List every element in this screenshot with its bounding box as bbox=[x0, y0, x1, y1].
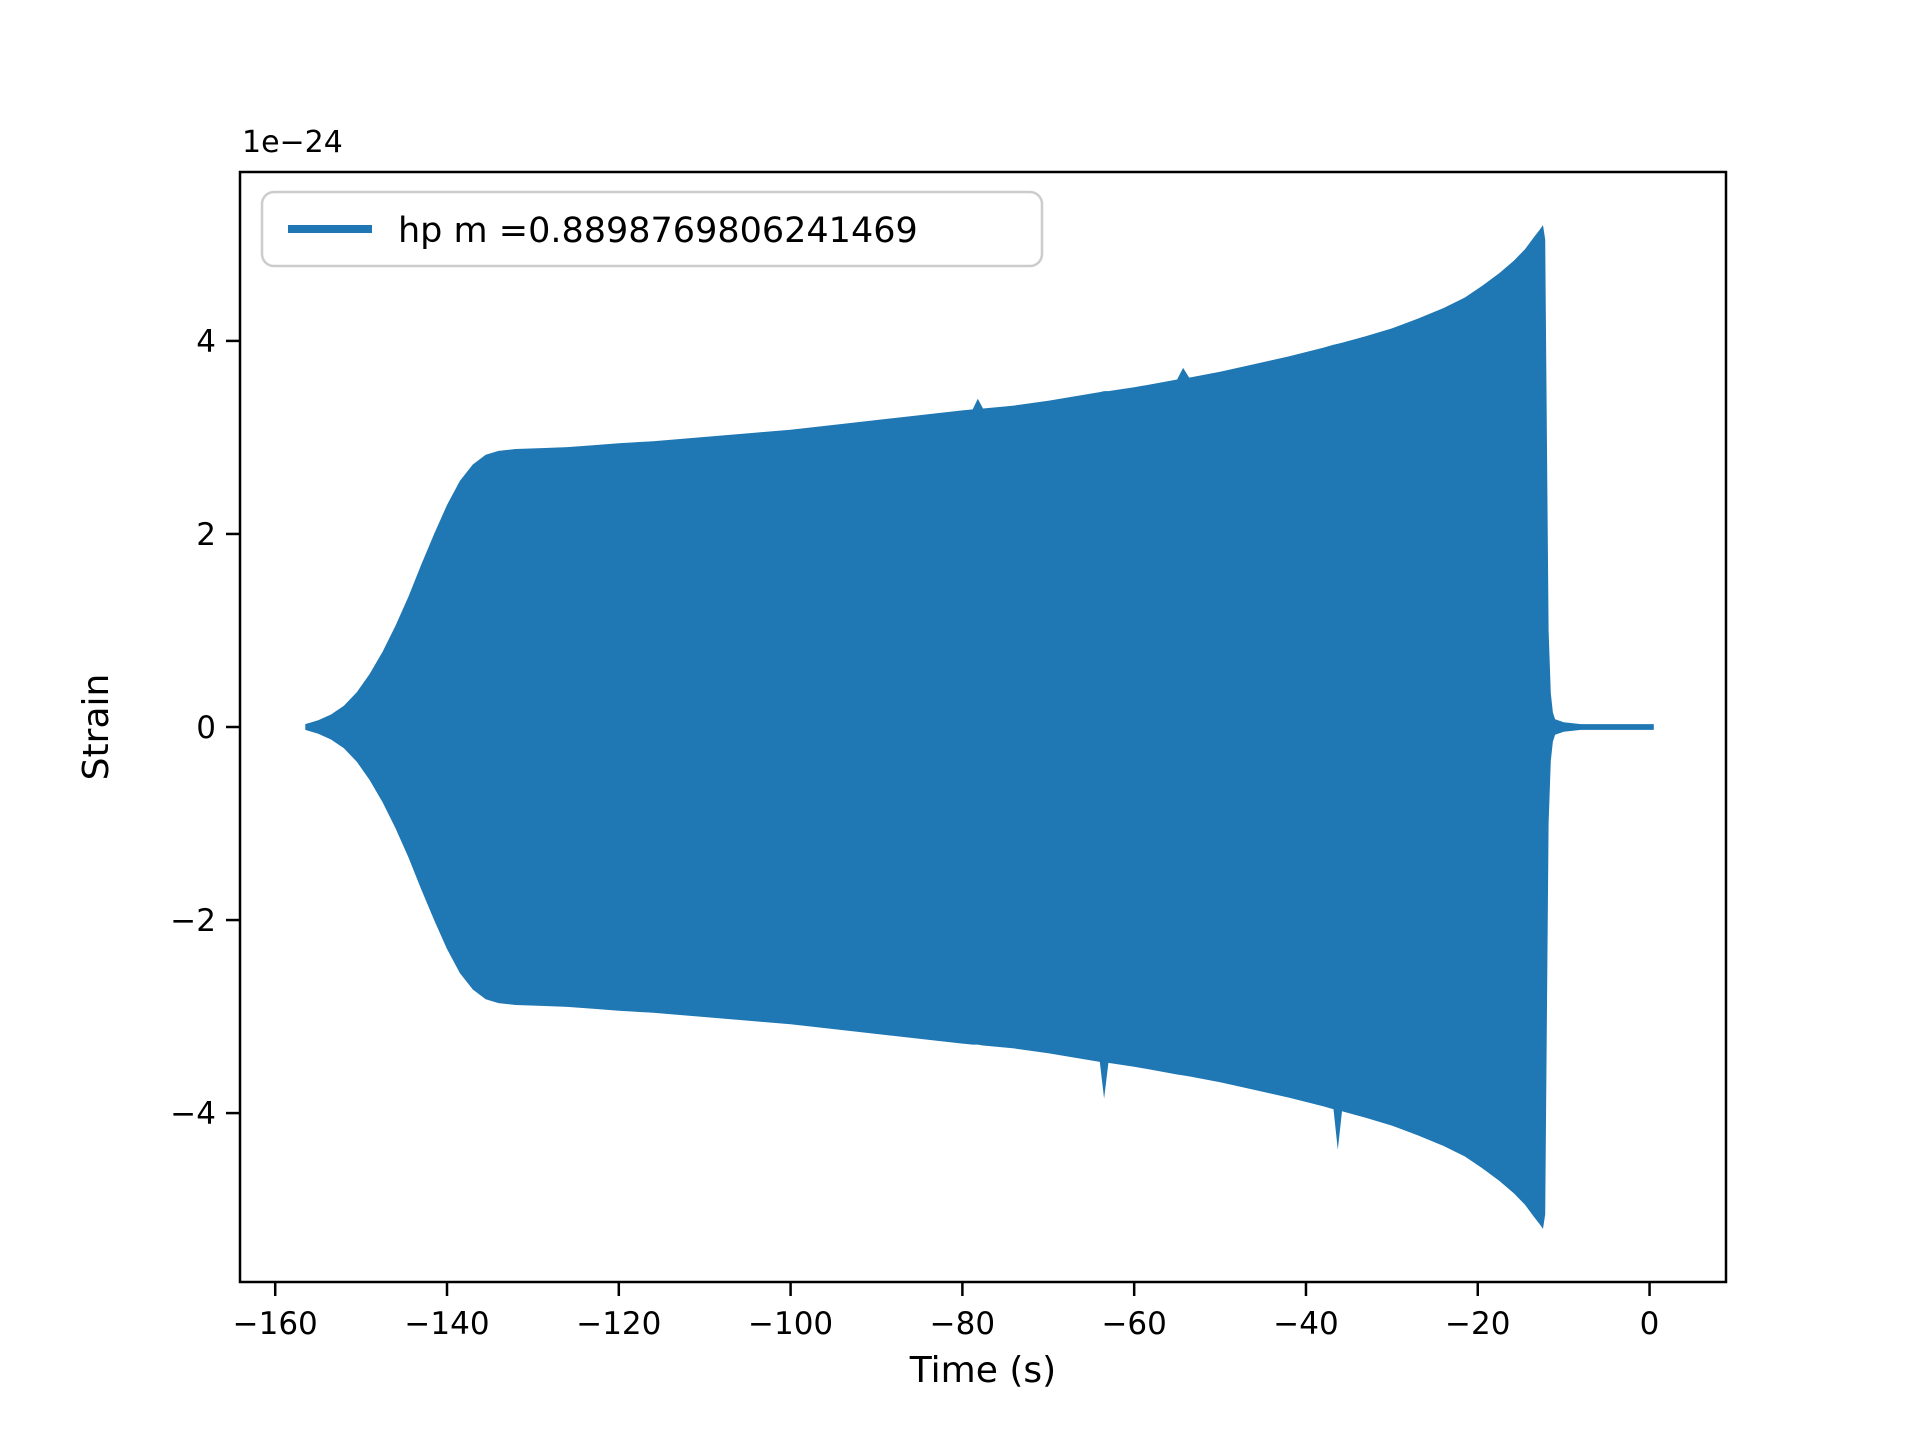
waveform-series bbox=[305, 225, 1654, 1229]
y-tick-label: 0 bbox=[196, 710, 216, 746]
x-tick-label: −40 bbox=[1273, 1306, 1338, 1342]
y-tick-label: −4 bbox=[170, 1096, 216, 1132]
y-tick-label: −2 bbox=[170, 903, 216, 939]
y-axis-ticks: −4 −2 0 2 4 bbox=[170, 324, 240, 1132]
x-tick-label: −120 bbox=[576, 1306, 661, 1342]
legend-box bbox=[260, 190, 1044, 268]
x-tick-label: −20 bbox=[1445, 1306, 1510, 1342]
y-tick-label: 2 bbox=[196, 517, 216, 553]
x-axis-label: Time (s) bbox=[909, 1350, 1056, 1391]
x-tick-label: −160 bbox=[233, 1306, 318, 1342]
legend: hp m =0.8898769806241469 bbox=[260, 190, 1044, 268]
x-tick-label: 0 bbox=[1640, 1306, 1660, 1342]
x-tick-label: −100 bbox=[748, 1306, 833, 1342]
legend-entry-label: hp m =0.8898769806241469 bbox=[398, 211, 918, 251]
y-tick-label: 4 bbox=[196, 324, 216, 360]
y-axis-label: Strain bbox=[76, 674, 117, 781]
x-tick-label: −80 bbox=[930, 1306, 995, 1342]
y-axis-offset-label: 1e−24 bbox=[242, 125, 343, 160]
x-tick-label: −140 bbox=[404, 1306, 489, 1342]
x-tick-label: −60 bbox=[1101, 1306, 1166, 1342]
x-axis-ticks: −160 −140 −120 −100 −80 −60 −40 −20 0 bbox=[233, 1282, 1660, 1342]
